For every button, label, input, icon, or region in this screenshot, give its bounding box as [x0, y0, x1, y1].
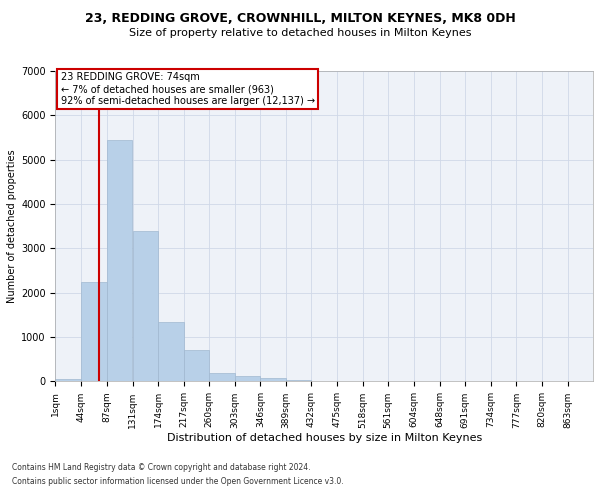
Bar [81, 282, 107, 382]
Bar [133, 230, 158, 382]
Text: 23 REDDING GROVE: 74sqm
← 7% of detached houses are smaller (963)
92% of semi-de: 23 REDDING GROVE: 74sqm ← 7% of detached… [61, 72, 315, 106]
Bar [286, 380, 311, 382]
Bar [235, 376, 260, 382]
Text: 23, REDDING GROVE, CROWNHILL, MILTON KEYNES, MK8 0DH: 23, REDDING GROVE, CROWNHILL, MILTON KEY… [85, 12, 515, 26]
X-axis label: Distribution of detached houses by size in Milton Keynes: Distribution of detached houses by size … [167, 433, 482, 443]
Y-axis label: Number of detached properties: Number of detached properties [7, 150, 17, 303]
Bar [184, 350, 209, 382]
Text: Contains HM Land Registry data © Crown copyright and database right 2024.: Contains HM Land Registry data © Crown c… [12, 464, 311, 472]
Bar [107, 140, 132, 382]
Text: Contains public sector information licensed under the Open Government Licence v3: Contains public sector information licen… [12, 477, 344, 486]
Bar [158, 322, 184, 382]
Bar [55, 379, 81, 382]
Bar [260, 378, 286, 382]
Text: Size of property relative to detached houses in Milton Keynes: Size of property relative to detached ho… [129, 28, 471, 38]
Bar [209, 372, 235, 382]
